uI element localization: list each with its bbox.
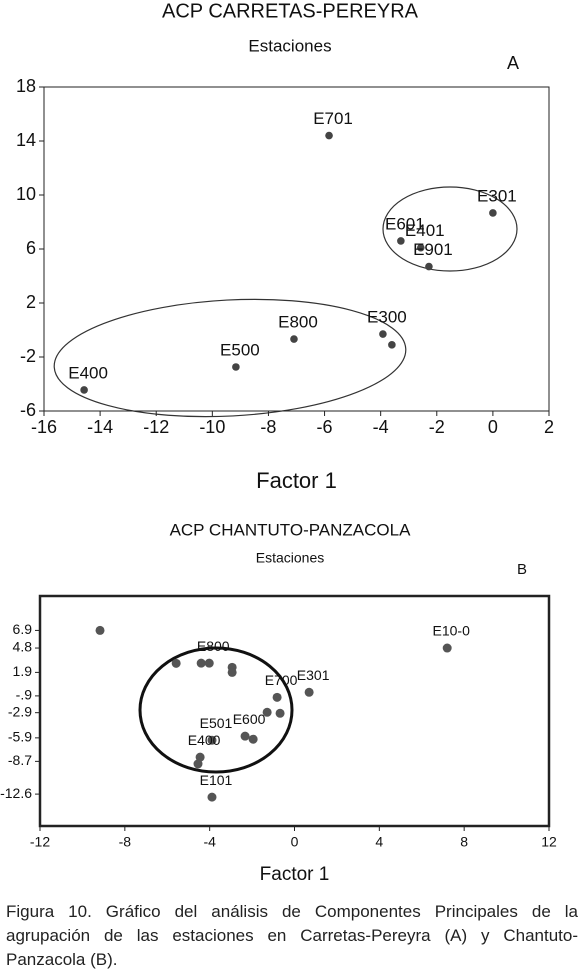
point-label: E500 <box>220 340 260 359</box>
point <box>262 707 272 717</box>
point-label: E601 <box>385 214 425 233</box>
point <box>272 692 282 702</box>
x-tick-label: -8 <box>260 417 276 437</box>
y-tick-label: 1.9 <box>13 663 33 679</box>
point-label: E400 <box>188 732 221 748</box>
y-tick-label: -2.9 <box>8 703 32 719</box>
point-label: E800 <box>197 638 230 654</box>
plot-frame <box>38 594 551 828</box>
point-label: E501 <box>200 715 233 731</box>
x-tick-label: -2 <box>429 417 445 437</box>
y-tick-label: 6 <box>26 238 36 258</box>
y-tick-label: -8.7 <box>8 752 32 768</box>
point <box>171 658 181 668</box>
y-tick-label: 6.9 <box>13 621 33 637</box>
point-label: E400 <box>68 363 108 382</box>
y-tick-label: -6 <box>20 400 36 420</box>
point <box>232 363 240 371</box>
x-tick-label: -8 <box>119 834 132 850</box>
panel-label: A <box>507 53 519 73</box>
panel-label: B <box>517 561 527 578</box>
x-tick-label: -6 <box>317 417 333 437</box>
point-label: E401 <box>405 221 445 240</box>
point <box>227 667 237 677</box>
chart-subtitle: Estaciones <box>256 550 324 566</box>
point-label: E700 <box>265 672 298 688</box>
y-tick-label: -2 <box>20 346 36 366</box>
point <box>248 734 258 744</box>
point-label: E101 <box>200 772 233 788</box>
point <box>193 759 203 769</box>
x-tick-label: 8 <box>460 834 468 850</box>
point <box>204 658 214 668</box>
x-tick-label: -12 <box>143 417 169 437</box>
chart-subtitle: Estaciones <box>248 36 331 55</box>
point <box>397 237 405 245</box>
charts: ACP CARRETAS-PEREYRA Estaciones A -16 -14 -12… <box>0 0 557 885</box>
x-tick-label: 0 <box>488 417 498 437</box>
point <box>207 792 217 802</box>
point <box>442 643 452 653</box>
x-tick-label: -4 <box>203 834 216 850</box>
point <box>388 341 396 349</box>
x-tick-label: -4 <box>373 417 389 437</box>
y-tick-label: -12.6 <box>0 785 32 801</box>
point <box>425 262 433 271</box>
x-tick-label: -14 <box>87 417 113 437</box>
y-tick-label: -5.9 <box>8 729 32 745</box>
point <box>196 658 206 668</box>
cluster-ellipse <box>138 646 294 774</box>
x-axis-label: Factor 1 <box>256 468 337 493</box>
point <box>207 735 217 745</box>
point-label: E301 <box>477 186 517 205</box>
point <box>80 386 88 394</box>
x-tick-label: 2 <box>544 417 554 437</box>
point-label: E600 <box>233 711 266 727</box>
point-label: E701 <box>313 109 353 128</box>
x-tick-label: 12 <box>541 834 557 850</box>
point <box>95 625 105 635</box>
y-tick-label: 4.8 <box>13 639 33 655</box>
point <box>416 243 425 252</box>
x-axis-label: Factor 1 <box>260 864 330 885</box>
y-tick-label: 10 <box>16 184 36 204</box>
x-tick-label: -12 <box>30 834 50 850</box>
point <box>290 335 298 343</box>
point-label: E301 <box>297 667 330 683</box>
chart-title: ACP CARRETAS-PEREYRA <box>162 0 419 22</box>
y-tick-label: 14 <box>16 130 36 150</box>
chart-title: ACP CHANTUTO-PANZACOLA <box>170 520 412 539</box>
cluster-ellipse <box>382 186 518 272</box>
point-label: E10-0 <box>433 623 471 639</box>
cluster-ellipse <box>53 298 407 418</box>
x-tick-label: 4 <box>375 834 383 850</box>
y-tick-label: 2 <box>26 292 36 312</box>
point <box>325 131 333 140</box>
point <box>379 330 387 338</box>
point-label: E901 <box>413 240 453 259</box>
point <box>275 708 285 718</box>
plot-frame <box>43 86 550 412</box>
point <box>489 209 497 217</box>
x-tick-label: -10 <box>199 417 225 437</box>
point <box>240 731 250 741</box>
y-tick-label: -.9 <box>16 687 33 703</box>
x-tick-label: -16 <box>31 417 57 437</box>
point-label: E800 <box>278 313 318 332</box>
caption: Figura 10. Gráfico del análisis de Compo… <box>6 902 578 969</box>
point <box>304 687 314 697</box>
x-tick-label: 0 <box>291 834 299 850</box>
y-tick-label: 18 <box>16 76 36 96</box>
point-label: E300 <box>367 308 407 327</box>
